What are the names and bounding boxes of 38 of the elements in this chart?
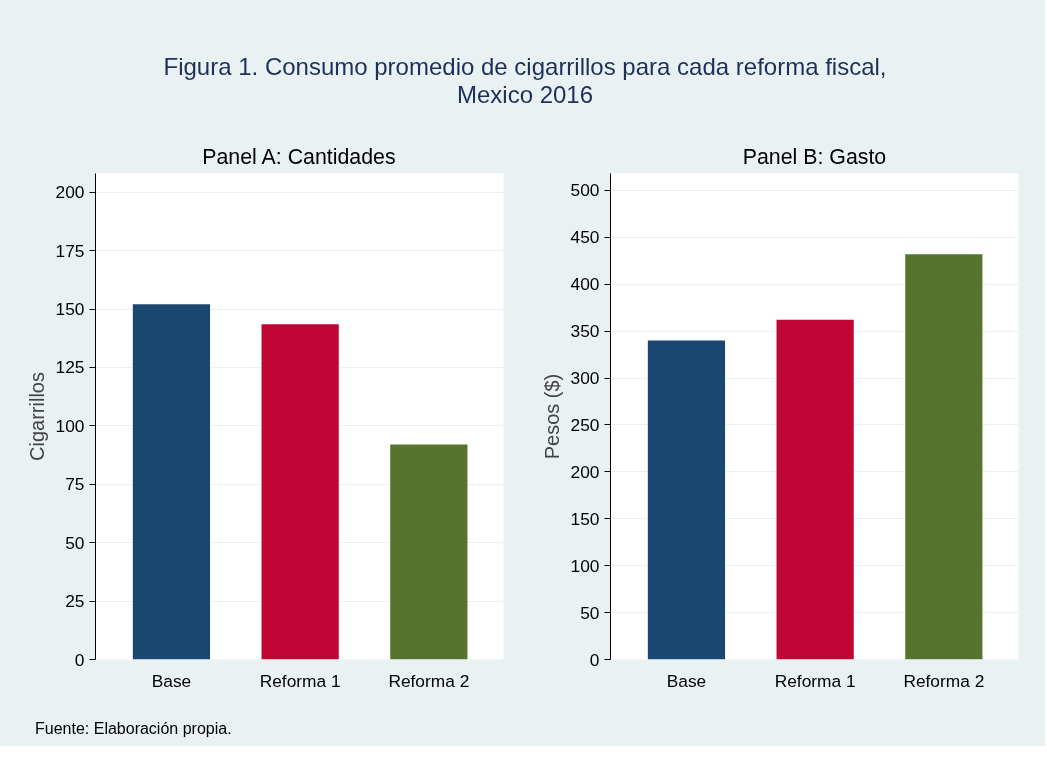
y-tick-label: 125 — [55, 357, 85, 378]
bar — [132, 304, 211, 660]
y-tick-label: 500 — [570, 180, 600, 201]
y-tick-label: 25 — [65, 591, 85, 612]
y-tick-label: 0 — [589, 649, 600, 670]
y-tick-label: 150 — [570, 508, 600, 529]
y-tick-label: 300 — [570, 368, 600, 389]
y-tick-label: 75 — [65, 474, 85, 495]
y-tick-label: 50 — [580, 602, 600, 623]
y-tick-label: 250 — [570, 415, 600, 436]
chart-title: Figura 1. Consumo promedio de cigarrillos para cada reforma fiscal, Mexico 2016 — [163, 53, 887, 109]
y-tick-label: 50 — [65, 532, 85, 553]
y-axis-title: Pesos ($) — [540, 373, 563, 460]
x-tick-label: Base — [151, 670, 192, 691]
y-tick-label: 450 — [570, 227, 600, 248]
y-axis-title: Cigarrillos — [25, 372, 48, 462]
y-tick-label: 175 — [55, 240, 85, 261]
y-tick-label: 400 — [570, 274, 600, 295]
bar — [647, 340, 726, 660]
x-tick-label: Reforma 2 — [388, 670, 470, 691]
chart-title: Panel B: Gasto — [742, 144, 887, 169]
x-tick-label: Base — [666, 670, 707, 691]
y-tick-label: 100 — [55, 416, 85, 437]
y-tick-label: 200 — [55, 182, 85, 203]
y-tick-label: 0 — [74, 649, 85, 670]
y-tick-label: 200 — [570, 462, 600, 483]
bar — [261, 324, 339, 660]
y-tick-label: 150 — [55, 299, 85, 320]
bar — [905, 254, 983, 660]
bar — [390, 444, 468, 660]
source-note: Fuente: Elaboración propia. — [35, 719, 232, 740]
x-tick-label: Reforma 1 — [774, 670, 856, 691]
y-tick-label: 100 — [570, 555, 600, 576]
chart-subtitle: Panel A: Cantidades — [202, 144, 396, 169]
y-tick-label: 350 — [570, 321, 600, 342]
x-tick-label: Reforma 1 — [259, 670, 341, 691]
x-tick-label: Reforma 2 — [903, 670, 985, 691]
bar — [776, 320, 854, 660]
